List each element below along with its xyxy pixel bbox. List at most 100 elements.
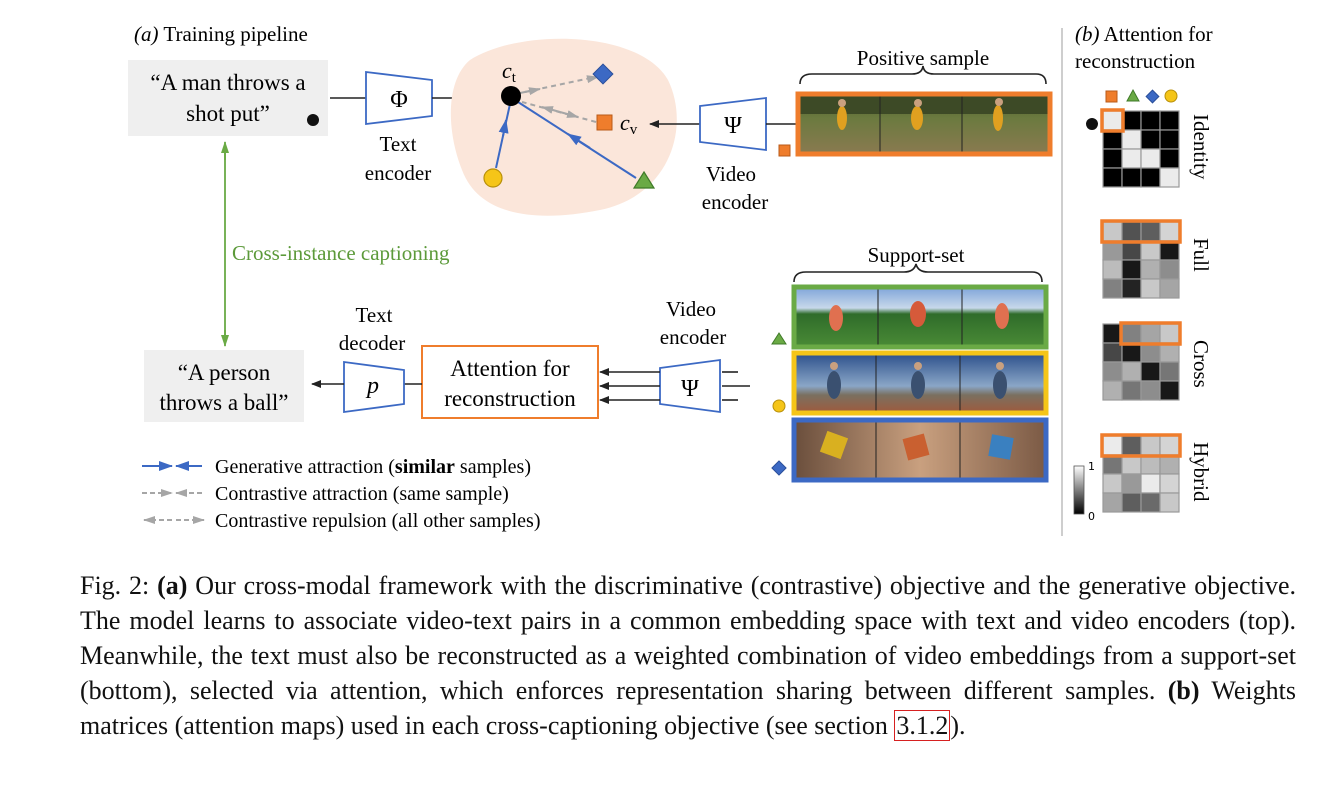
input-caption-line2: shot put” [186, 101, 270, 126]
video-encoder-label-line1: Video [706, 162, 756, 186]
matrix-cell [1121, 259, 1142, 280]
text-encoder-label-line1: Text [379, 132, 416, 156]
legend: Generative attraction (similar samples) … [142, 456, 540, 532]
matrix-cell [1140, 323, 1161, 344]
matrix-cell [1140, 361, 1161, 382]
matrix-cell [1159, 342, 1180, 363]
support-set-brace [793, 263, 1043, 283]
caption-text-a: Our cross-modal framework with the discr… [80, 571, 1296, 705]
panel-b-heading: (b) Attention for [1075, 22, 1213, 46]
matrix-cell [1140, 167, 1161, 188]
matrix-cell [1159, 380, 1180, 401]
matrix-cell [1102, 361, 1123, 382]
matrix-cell [1159, 361, 1180, 382]
triangle-embedding [632, 170, 656, 189]
positive-sample-brace [799, 65, 1047, 85]
matrix-cell [1102, 148, 1123, 169]
matrix-cell [1121, 167, 1142, 188]
input-caption-box [128, 60, 328, 136]
caption-text-b: Weights matrices (attention maps) used i… [80, 676, 1296, 740]
matrix-label-cross: Cross [1189, 340, 1213, 388]
matrix-cell [1121, 342, 1142, 363]
support-video-blue [791, 417, 1049, 483]
matrix-cell [1140, 259, 1161, 280]
matrix-cell [1140, 435, 1161, 456]
caption-fig-label: Fig. 2: [80, 571, 150, 600]
matrix-cell [1102, 167, 1123, 188]
matrix-cell [1102, 473, 1123, 494]
matrix-cell [1121, 221, 1142, 242]
matrix-cell [1102, 278, 1123, 299]
caption-text-end: ). [950, 711, 966, 740]
matrix-cell [1121, 278, 1142, 299]
matrix-cell [1159, 278, 1180, 299]
matrix-cell [1102, 435, 1123, 456]
matrix-highlight [1119, 321, 1182, 346]
text-decoder-symbol: p [365, 373, 379, 399]
matrix-cell [1121, 110, 1142, 131]
matrix-cell [1102, 110, 1123, 131]
support-set-label: Support-set [868, 243, 965, 267]
panel-a-heading: (a) Training pipeline [134, 22, 308, 46]
section-reference-link[interactable]: 3.1.2 [894, 710, 951, 741]
matrix-cell [1121, 361, 1142, 382]
matrix-cell [1121, 129, 1142, 150]
colorbar-max-label: 1 [1088, 460, 1095, 473]
diamond-embedding [592, 63, 614, 85]
ct-embedding-dot [501, 86, 521, 106]
matrix-cell [1102, 240, 1123, 261]
caption-b-label: (b) [1167, 676, 1200, 705]
matrix-cell [1121, 323, 1142, 344]
matrix-row-dot-icon [1086, 118, 1098, 130]
support-video-yellow [791, 350, 1049, 416]
matrix-cell [1121, 473, 1142, 494]
matrix-cell [1121, 240, 1142, 261]
matrix-cell [1159, 240, 1180, 261]
colorbar [1073, 465, 1085, 515]
support-green-marker [771, 332, 787, 345]
support-yellow-marker [772, 399, 786, 413]
matrix-cell [1159, 110, 1180, 131]
video-encoder-label-line2: encoder [702, 190, 768, 214]
video-encoder2-label-line2: encoder [660, 325, 726, 349]
matrix-cell [1121, 435, 1142, 456]
matrix-cell [1159, 129, 1180, 150]
attention-matrices [1100, 108, 1182, 513]
matrix-cell [1102, 259, 1123, 280]
input-caption-line1: “A man throws a [150, 70, 305, 95]
matrix-cell [1159, 492, 1180, 513]
matrix-cell [1159, 323, 1180, 344]
panel-b-heading-line2: reconstruction [1075, 49, 1196, 73]
legend-contrastive-repulsion: Contrastive repulsion (all other samples… [215, 510, 540, 532]
cross-instance-label: Cross-instance captioning [232, 241, 450, 265]
matrix-cell [1121, 380, 1142, 401]
matrix-highlight [1100, 108, 1125, 133]
matrix-highlight [1100, 219, 1182, 244]
matrix-cell [1140, 454, 1161, 475]
matrix-cell [1102, 342, 1123, 363]
matrix-cell [1159, 167, 1180, 188]
text-decoder-label-line2: decoder [339, 331, 405, 355]
matrix-cell [1140, 492, 1161, 513]
text-encoder-label-line2: encoder [365, 161, 431, 185]
matrix-cell [1140, 278, 1161, 299]
matrix-cell [1102, 129, 1123, 150]
video-encoder-block-top [699, 96, 767, 152]
positive-sample-marker [778, 144, 791, 157]
attention-box [421, 345, 599, 419]
matrix-cell [1140, 110, 1161, 131]
matrix-cell [1102, 221, 1123, 242]
ct-label: ct [502, 58, 517, 86]
matrix-cell [1102, 323, 1123, 344]
positive-sample-video [795, 91, 1053, 157]
output-caption-line1: “A person [178, 360, 271, 385]
matrix-cell [1121, 492, 1142, 513]
matrix-cell [1102, 380, 1123, 401]
text-encoder-symbol: Φ [390, 87, 408, 113]
cv-embedding-square [596, 114, 613, 131]
support-video-green [791, 284, 1049, 350]
matrix-cell [1140, 380, 1161, 401]
matrix-cell [1102, 492, 1123, 513]
matrix-cell [1140, 342, 1161, 363]
legend-generative: Generative attraction (similar samples) [215, 456, 531, 478]
